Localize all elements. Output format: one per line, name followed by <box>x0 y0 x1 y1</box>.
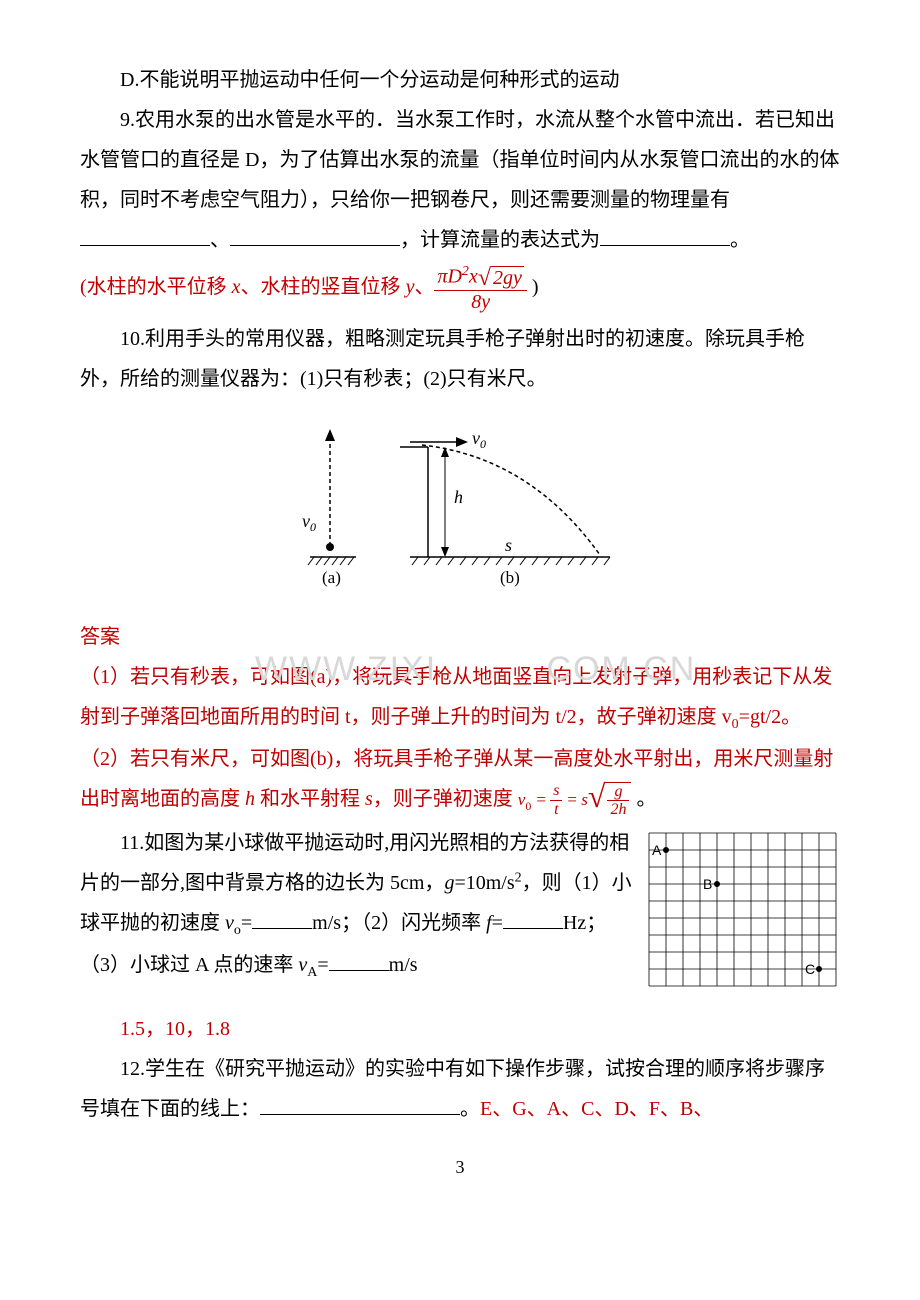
ans-text-1: 水柱的水平位移 <box>87 276 232 298</box>
fraction: πD2x√2gy8y <box>434 264 526 313</box>
q9-body: 9.农用水泵的出水管是水平的．当水泵工作时，水流从整个水管中流出．若已知出水管管… <box>80 109 839 211</box>
watermark-right: .COM.CN <box>535 635 696 703</box>
blank-1 <box>80 226 210 246</box>
svg-text:B: B <box>703 876 712 892</box>
var-h: h <box>245 788 255 810</box>
var-s: s <box>365 788 373 810</box>
eq1: = <box>241 912 252 934</box>
q11-t1b: =10m/s <box>454 872 514 894</box>
frac-den: 8y <box>434 291 526 313</box>
answer-label: 答案 <box>80 617 840 657</box>
svg-text:(a): (a) <box>322 568 341 587</box>
sqrt: √2gy <box>478 266 524 290</box>
svg-text:s: s <box>505 535 512 555</box>
figure-ab: v0 (a) v0 h <box>80 417 840 601</box>
ans-text-2: 、水柱的竖直位移 <box>241 276 406 298</box>
blank-q11-1 <box>252 909 312 929</box>
eq3: = <box>317 954 328 976</box>
va-sub: A <box>307 965 317 980</box>
ans2-t2: 和水平射程 <box>255 788 365 810</box>
svg-text:(b): (b) <box>500 568 520 587</box>
q9-end: 。 <box>730 229 750 251</box>
ans-text-3: 、 <box>414 276 434 298</box>
q8-option-d: D.不能说明平抛运动中任何一个分运动是何种形式的运动 <box>80 60 840 100</box>
projectile-diagram: v0 (a) v0 h <box>290 417 630 587</box>
sqrt-g2h: √g2h <box>588 782 632 819</box>
frac-s: s <box>550 782 562 801</box>
q12-ans: E、G、A、C、D、F、B、 <box>480 1098 713 1120</box>
frac-st: st <box>550 782 562 818</box>
q10-text: 10.利用手头的常用仪器，粗略测定玩具手枪子弹射出时的初速度。除玩具手枪外，所给… <box>80 319 840 399</box>
frac-g: g <box>607 783 629 802</box>
blank-3 <box>600 226 730 246</box>
frac-t: t <box>550 801 562 819</box>
svg-text:v0: v0 <box>472 428 486 451</box>
blank-2 <box>230 226 400 246</box>
blank-q11-2 <box>503 909 563 929</box>
paren-open: ( <box>80 276 87 298</box>
blank-q12 <box>260 1095 460 1115</box>
answer-1: （1）若只有秒表，可如图(a)，将玩具手枪从地面竖直向上发射子弹，用秒表记下从发… <box>80 657 840 739</box>
frac-x: x <box>469 266 478 288</box>
q12-end: 。 <box>460 1098 480 1120</box>
var-va: v <box>298 954 307 976</box>
page-number: 3 <box>80 1149 840 1185</box>
q9-answer: (水柱的水平位移 x、水柱的竖直位移 y、πD2x√2gy8y ) <box>80 264 840 313</box>
grid-figure: A B C <box>645 829 840 1003</box>
ans1-text: （1）若只有秒表，可如图(a)，将玩具手枪从地面竖直向上发射子弹，用秒表记下从发… <box>80 666 832 728</box>
vo-sub: o <box>234 923 241 938</box>
period: 。 <box>636 788 656 810</box>
radicand: 2gy <box>491 266 524 290</box>
answer-2: （2）若只有米尺，可如图(b)，将玩具手枪子弹从某一高度处水平射出，用米尺测量射… <box>80 739 840 819</box>
var-x: x <box>232 276 241 298</box>
var-g: g <box>444 872 454 894</box>
svg-text:C: C <box>805 961 815 977</box>
q12-text: 12.学生在《研究平抛运动》的实验中有如下操作步骤，试按合理的顺序将步骤序号填在… <box>80 1049 840 1129</box>
q10-body: 10.利用手头的常用仪器，粗略测定玩具手枪子弹射出时的初速度。除玩具手枪外，所给… <box>80 328 805 390</box>
eq2: = <box>492 912 503 934</box>
grid-svg: A B C <box>645 829 840 989</box>
blank-q11-3 <box>329 951 389 971</box>
var-vo: v <box>225 912 234 934</box>
svg-text:A: A <box>652 842 662 858</box>
u1: m/s；（2）闪光频率 <box>312 912 486 934</box>
watermark-left: WWW.ZIXI <box>255 635 437 703</box>
u3: m/s <box>389 954 418 976</box>
svg-text:h: h <box>454 487 463 507</box>
ans2-t3: ，则子弹初速度 <box>373 788 513 810</box>
frac-2h: 2h <box>607 801 629 819</box>
frac-pref: πD <box>437 266 461 288</box>
svg-text:v0: v0 <box>302 511 316 534</box>
paren-close: ) <box>532 276 539 298</box>
q9-tail: ，计算流量的表达式为 <box>400 229 600 251</box>
ans1-tail: =gt/2。 <box>739 706 801 728</box>
q9-text: 9.农用水泵的出水管是水平的．当水泵工作时，水流从整个水管中流出．若已知出水管管… <box>80 100 840 260</box>
q11-answers: 1.5，10，1.8 <box>80 1009 840 1049</box>
